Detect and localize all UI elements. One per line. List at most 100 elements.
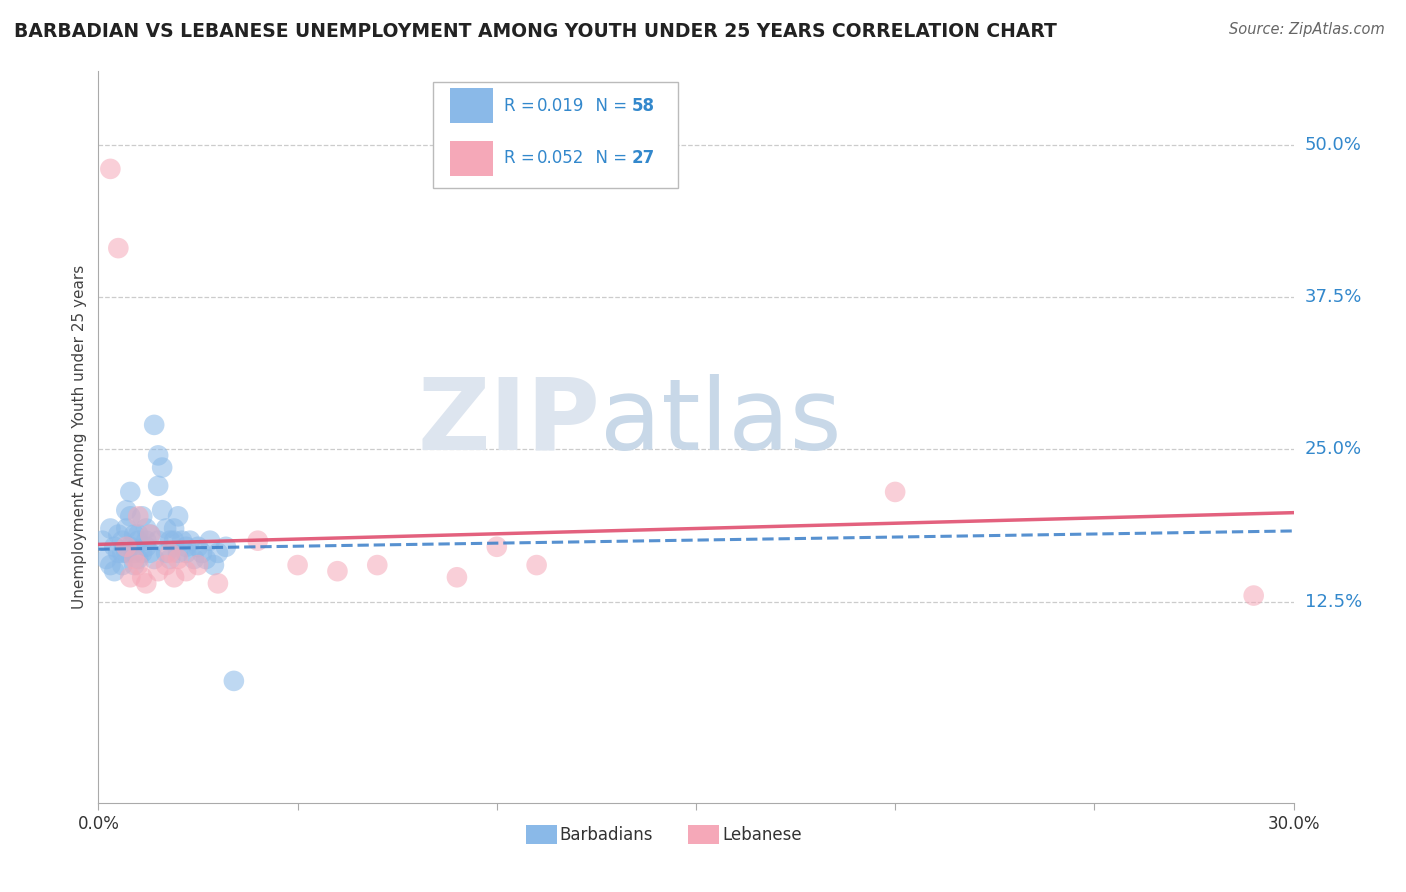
- Point: [174, 564, 197, 578]
- Point: [131, 509, 153, 524]
- Point: [326, 564, 349, 578]
- Point: [202, 558, 225, 573]
- Point: [150, 503, 173, 517]
- Text: 0.019: 0.019: [537, 96, 585, 115]
- Point: [207, 546, 229, 560]
- Point: [98, 161, 122, 176]
- Point: [120, 540, 142, 554]
- Point: [127, 509, 149, 524]
- Point: [131, 570, 153, 584]
- Point: [139, 527, 162, 541]
- Text: R =: R =: [503, 96, 540, 115]
- Point: [485, 540, 508, 554]
- Point: [139, 546, 162, 560]
- Point: [155, 521, 177, 535]
- Point: [446, 570, 468, 584]
- Text: 0.052: 0.052: [537, 149, 585, 168]
- Point: [124, 527, 146, 541]
- Point: [148, 533, 170, 548]
- Point: [150, 460, 173, 475]
- Text: 58: 58: [631, 96, 654, 115]
- Point: [135, 540, 157, 554]
- Point: [127, 552, 149, 566]
- Point: [155, 558, 177, 573]
- Text: 50.0%: 50.0%: [1305, 136, 1361, 153]
- Point: [107, 527, 129, 541]
- Text: Lebanese: Lebanese: [723, 826, 801, 844]
- Point: [107, 241, 129, 255]
- Point: [131, 546, 153, 560]
- Point: [127, 558, 149, 573]
- Point: [124, 546, 146, 560]
- Text: N =: N =: [585, 96, 633, 115]
- Point: [163, 521, 186, 535]
- Point: [207, 576, 229, 591]
- Point: [135, 576, 157, 591]
- Text: Source: ZipAtlas.com: Source: ZipAtlas.com: [1229, 22, 1385, 37]
- Point: [148, 448, 170, 462]
- Point: [120, 485, 142, 500]
- Point: [163, 533, 186, 548]
- Point: [115, 540, 138, 554]
- Point: [139, 527, 162, 541]
- Y-axis label: Unemployment Among Youth under 25 years: Unemployment Among Youth under 25 years: [72, 265, 87, 609]
- Point: [159, 546, 181, 560]
- Point: [124, 552, 146, 566]
- Point: [148, 564, 170, 578]
- Point: [135, 533, 157, 548]
- Point: [96, 552, 118, 566]
- Text: R =: R =: [503, 149, 540, 168]
- Point: [183, 552, 205, 566]
- Text: 37.5%: 37.5%: [1305, 288, 1362, 306]
- FancyBboxPatch shape: [688, 825, 718, 845]
- Point: [366, 558, 388, 573]
- Point: [120, 570, 142, 584]
- Point: [98, 558, 122, 573]
- Point: [179, 533, 201, 548]
- Point: [167, 509, 190, 524]
- Point: [195, 552, 218, 566]
- Point: [120, 509, 142, 524]
- Point: [159, 552, 181, 566]
- Point: [124, 558, 146, 573]
- Point: [115, 503, 138, 517]
- Point: [167, 546, 190, 560]
- Point: [115, 521, 138, 535]
- Point: [155, 546, 177, 560]
- Text: atlas: atlas: [600, 374, 842, 471]
- Point: [91, 533, 114, 548]
- Point: [103, 564, 125, 578]
- Text: 12.5%: 12.5%: [1305, 592, 1362, 611]
- Point: [187, 540, 209, 554]
- Point: [1243, 589, 1265, 603]
- FancyBboxPatch shape: [450, 141, 494, 176]
- Point: [198, 533, 221, 548]
- Point: [187, 558, 209, 573]
- Point: [103, 540, 125, 554]
- Point: [191, 546, 214, 560]
- Point: [148, 479, 170, 493]
- Text: BARBADIAN VS LEBANESE UNEMPLOYMENT AMONG YOUTH UNDER 25 YEARS CORRELATION CHART: BARBADIAN VS LEBANESE UNEMPLOYMENT AMONG…: [14, 22, 1057, 41]
- Text: ZIP: ZIP: [418, 374, 600, 471]
- Point: [246, 533, 269, 548]
- Text: 25.0%: 25.0%: [1305, 441, 1362, 458]
- Point: [174, 546, 197, 560]
- Point: [143, 552, 166, 566]
- Text: N =: N =: [585, 149, 633, 168]
- Point: [127, 527, 149, 541]
- Point: [127, 533, 149, 548]
- Point: [111, 533, 134, 548]
- Point: [143, 417, 166, 432]
- Point: [215, 540, 238, 554]
- Point: [222, 673, 245, 688]
- Point: [159, 533, 181, 548]
- Point: [135, 521, 157, 535]
- Point: [174, 540, 197, 554]
- Point: [287, 558, 309, 573]
- Point: [115, 546, 138, 560]
- Point: [172, 533, 194, 548]
- Point: [107, 546, 129, 560]
- Point: [98, 521, 122, 535]
- FancyBboxPatch shape: [433, 82, 678, 188]
- Point: [111, 558, 134, 573]
